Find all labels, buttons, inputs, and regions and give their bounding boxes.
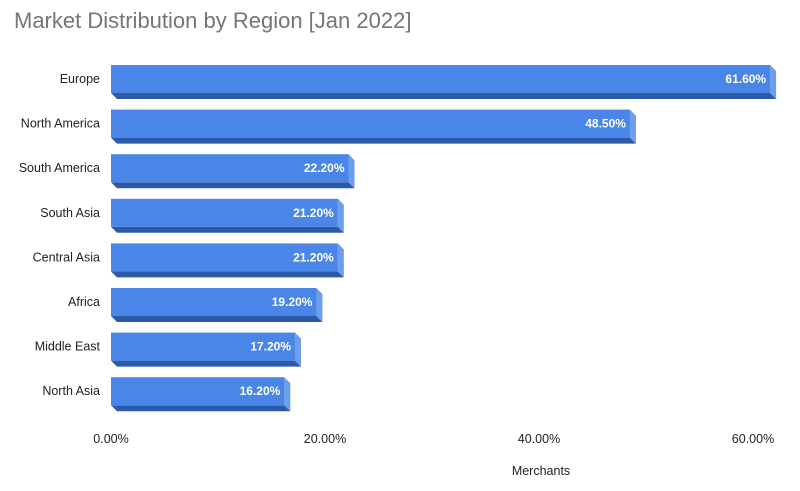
bars-group: 61.60% Europe 48.50% North America 22.20% Sou… [19, 65, 777, 412]
bar-north-asia: 16.20% North Asia [42, 377, 291, 412]
bar-side-face [348, 154, 355, 189]
bar-front-face [111, 65, 771, 93]
bar-south-america: 22.20% South America [19, 154, 355, 189]
bar-front-face [111, 332, 296, 361]
data-label: 22.20% [304, 161, 345, 175]
data-label: 21.20% [293, 250, 334, 264]
category-label: Africa [68, 295, 100, 309]
bar-bottom-face [111, 271, 344, 278]
x-tick-label: 40.00% [518, 432, 560, 446]
bar-side-face [337, 198, 344, 233]
category-label: Europe [60, 72, 100, 86]
category-label: Middle East [35, 340, 101, 354]
category-label: South Asia [40, 206, 100, 220]
bar-bottom-face [111, 182, 355, 189]
bar-side-face [629, 109, 636, 144]
bar-bottom-face [111, 93, 777, 99]
data-label: 48.50% [585, 117, 626, 131]
bar-europe: 61.60% Europe [60, 65, 777, 99]
bar-front-face [111, 377, 285, 406]
bar-south-asia: 21.20% South Asia [40, 198, 344, 233]
data-label: 21.20% [293, 206, 334, 220]
category-label: North Asia [42, 384, 100, 398]
category-label: Central Asia [33, 250, 100, 264]
bar-north-america: 48.50% North America [21, 109, 636, 144]
bar-side-face [295, 332, 302, 367]
data-label: 16.20% [240, 384, 281, 398]
chart-title: Market Distribution by Region [Jan 2022] [14, 8, 412, 33]
category-label: North America [21, 117, 100, 131]
bar-front-face [111, 154, 349, 183]
bar-bottom-face [111, 316, 323, 322]
x-tick-label: 60.00% [732, 432, 774, 446]
bar-side-face [284, 377, 291, 412]
data-label: 61.60% [725, 72, 766, 86]
bar-bottom-face [111, 137, 636, 144]
bar-side-face [770, 65, 777, 99]
bar-middle-east: 17.20% Middle East [35, 332, 302, 367]
bar-front-face [111, 109, 630, 138]
bar-front-face [111, 243, 338, 272]
bar-front-face [111, 288, 317, 316]
data-label: 19.20% [272, 295, 313, 309]
bar-front-face [111, 198, 338, 227]
bar-bottom-face [111, 405, 291, 412]
x-tick-label: 0.00% [93, 432, 128, 446]
x-tick-label: 20.00% [304, 432, 346, 446]
x-axis-title: Merchants [512, 464, 570, 478]
bar-side-face [316, 288, 323, 322]
bar-bottom-face [111, 226, 344, 233]
category-label: South America [19, 161, 100, 175]
bar-side-face [337, 243, 344, 278]
data-label: 17.20% [250, 340, 291, 354]
bar-bottom-face [111, 360, 302, 367]
bar-central-asia: 21.20% Central Asia [33, 243, 344, 278]
x-axis-ticks: 0.00% 20.00% 40.00% 60.00% [93, 432, 774, 446]
bar-africa: 19.20% Africa [68, 288, 323, 322]
